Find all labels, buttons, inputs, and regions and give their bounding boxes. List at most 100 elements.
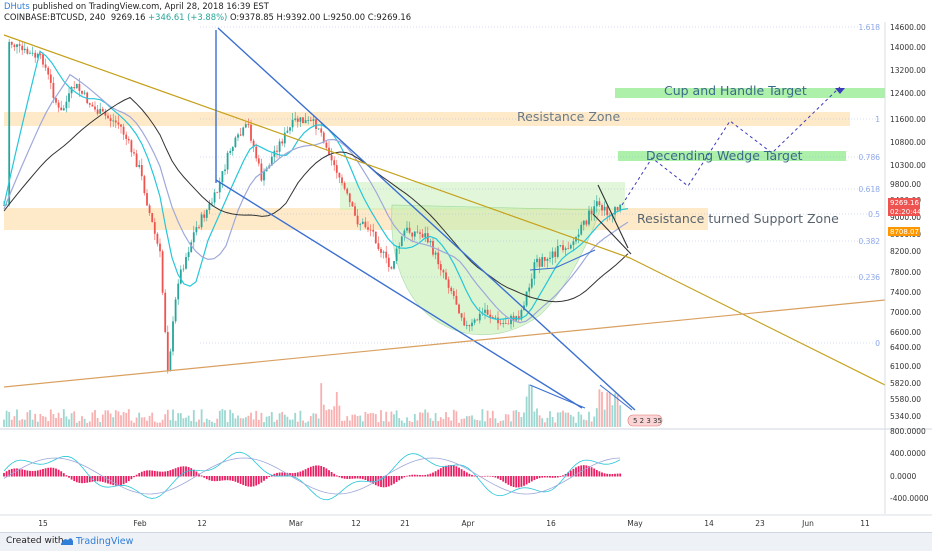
candle-body	[489, 314, 492, 317]
candle-body	[356, 215, 359, 225]
fib-label: 0.618	[859, 185, 881, 194]
macd-bar	[296, 472, 299, 477]
price-axis: 14600.00 14000.00 13200.00 12400.00 11600.00…	[890, 23, 926, 421]
macd-bar	[403, 476, 406, 478]
volume-bar	[182, 418, 185, 427]
price-tick: 12400.00	[890, 89, 926, 98]
volume-bar	[458, 422, 460, 427]
macd-bar	[172, 469, 174, 477]
candle-body	[177, 283, 180, 300]
volume-bar	[198, 419, 200, 427]
macd-bar	[439, 468, 442, 477]
macd-bar	[260, 476, 263, 483]
macd-bar	[49, 467, 52, 477]
volume-bar	[5, 410, 8, 427]
volume-bar	[270, 411, 273, 427]
macd-bar	[572, 468, 575, 477]
macd-bar	[320, 466, 323, 477]
macd-bar	[356, 476, 359, 479]
volume-bar	[393, 414, 395, 427]
price-tick: 6100.00	[890, 362, 921, 371]
candle-body	[10, 41, 13, 45]
volume-bar	[42, 416, 44, 427]
volume-bar	[114, 410, 117, 427]
volume-bar	[408, 420, 411, 427]
macd-bar	[213, 476, 216, 482]
macd-bar	[380, 476, 382, 488]
publish-info: published on TradingView.com, April 28, …	[29, 1, 269, 11]
candle-body	[203, 214, 206, 218]
volume-bar	[611, 405, 614, 427]
candle-body	[276, 150, 278, 152]
volume-bar	[481, 409, 484, 427]
candle-body	[590, 210, 593, 215]
fib-label: 0.786	[859, 153, 881, 162]
macd-bar	[341, 476, 343, 479]
macd-bar	[205, 476, 208, 480]
candle-body	[494, 317, 497, 319]
volume-bar	[23, 419, 26, 427]
fib-labels: 1.618 1 0.786 0.618 0.5 0.382 0.236 0	[859, 23, 881, 348]
volume-bar	[86, 422, 89, 427]
volume-bar	[338, 405, 341, 427]
volume-bar	[172, 409, 174, 427]
macd-bar	[580, 465, 583, 477]
macd-bar	[146, 470, 148, 477]
volume-bar	[497, 422, 499, 427]
candle-body	[81, 90, 83, 94]
candle-body	[44, 64, 47, 68]
candle-body	[143, 176, 146, 194]
candle-body	[452, 291, 455, 296]
volume-bar	[252, 419, 255, 427]
volume-bar	[268, 416, 271, 427]
candle-body	[169, 351, 172, 371]
macd-tick: -400.0000	[890, 494, 929, 503]
macd-bar	[263, 476, 265, 481]
macd-bar	[23, 469, 26, 477]
candle-body	[525, 291, 528, 306]
candle-body	[442, 270, 445, 273]
candle-body	[73, 87, 76, 89]
price-chart[interactable]: Cup and Handle Target Resistance Zone De…	[0, 0, 932, 532]
time-tick: Mar	[289, 519, 304, 528]
volume-bar	[130, 420, 133, 427]
macd-bar	[569, 470, 572, 477]
candle-body	[395, 248, 398, 262]
macd-bar	[491, 476, 494, 477]
macd-bar	[325, 468, 328, 477]
macd-bar	[138, 473, 141, 477]
macd-bar	[447, 465, 450, 477]
macd-bar	[322, 467, 325, 477]
price-tick: 7800.00	[890, 268, 921, 277]
volume-bar	[185, 417, 187, 427]
macd-bar	[520, 476, 523, 487]
macd-bar	[551, 476, 554, 478]
volume-bar	[75, 422, 78, 427]
candle-body	[166, 332, 169, 371]
volume-bar	[432, 420, 434, 427]
candle-body	[572, 241, 575, 246]
volume-bar	[554, 422, 557, 427]
macd-bar	[585, 465, 588, 477]
macd-bar	[541, 476, 544, 478]
candle-body	[382, 251, 385, 253]
macd-bar	[143, 470, 146, 477]
candle-body	[218, 182, 221, 193]
author-link[interactable]: DHuts	[4, 1, 30, 11]
candle-body	[364, 221, 367, 228]
volume-bar	[47, 421, 50, 427]
volume-bar	[616, 395, 619, 427]
macd-bar	[476, 476, 479, 477]
macd-bar	[187, 467, 190, 477]
macd-bar	[450, 465, 453, 477]
candle-body	[99, 108, 102, 114]
volume-marker: 5 2 3 35	[633, 417, 662, 425]
volume-bar	[546, 417, 549, 427]
volume-bar	[26, 412, 29, 427]
candle-body	[34, 52, 37, 58]
tradingview-brand[interactable]: TradingView	[76, 536, 134, 547]
candle-body	[182, 268, 185, 270]
volume-bar	[3, 419, 5, 427]
volume-bar	[325, 410, 328, 427]
macd-bar	[387, 476, 390, 487]
